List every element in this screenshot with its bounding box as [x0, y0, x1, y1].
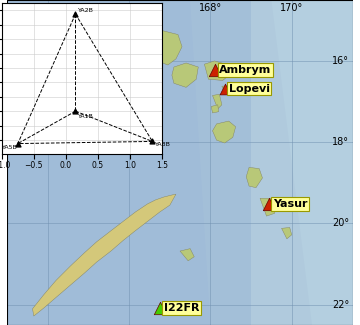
Text: YA3B: YA3B — [155, 142, 171, 148]
Point — [15, 141, 21, 146]
Text: Lopevi: Lopevi — [229, 84, 270, 94]
Point — [73, 11, 78, 17]
Text: I22FR: I22FR — [164, 303, 199, 313]
Polygon shape — [32, 194, 176, 316]
Text: 168°: 168° — [199, 3, 222, 13]
Point — [157, 305, 163, 310]
Polygon shape — [204, 61, 231, 81]
Text: YA5B: YA5B — [2, 145, 18, 150]
Polygon shape — [212, 121, 236, 143]
Text: YA1B: YA1B — [78, 114, 94, 119]
Point — [266, 201, 272, 207]
Text: 170°: 170° — [280, 3, 303, 13]
Polygon shape — [211, 105, 219, 113]
Polygon shape — [212, 94, 222, 109]
Polygon shape — [172, 63, 198, 87]
Polygon shape — [260, 198, 276, 216]
Text: YA2B: YA2B — [78, 8, 94, 13]
Point — [149, 139, 155, 144]
Polygon shape — [190, 0, 312, 325]
Polygon shape — [180, 249, 194, 261]
Polygon shape — [149, 31, 182, 65]
Text: 164°: 164° — [36, 3, 59, 13]
Text: 22°: 22° — [332, 300, 350, 310]
Text: Ambrym: Ambrym — [219, 65, 272, 75]
Polygon shape — [246, 167, 262, 188]
Point — [73, 109, 78, 114]
Point — [212, 67, 218, 72]
Polygon shape — [222, 86, 228, 93]
Text: 18°: 18° — [332, 137, 350, 147]
Text: 16°: 16° — [332, 56, 350, 66]
Text: 20°: 20° — [332, 218, 350, 228]
Text: Yasur: Yasur — [273, 199, 307, 209]
Point — [222, 86, 228, 91]
Text: 166°: 166° — [118, 3, 141, 13]
Polygon shape — [251, 0, 353, 325]
Polygon shape — [282, 227, 292, 239]
